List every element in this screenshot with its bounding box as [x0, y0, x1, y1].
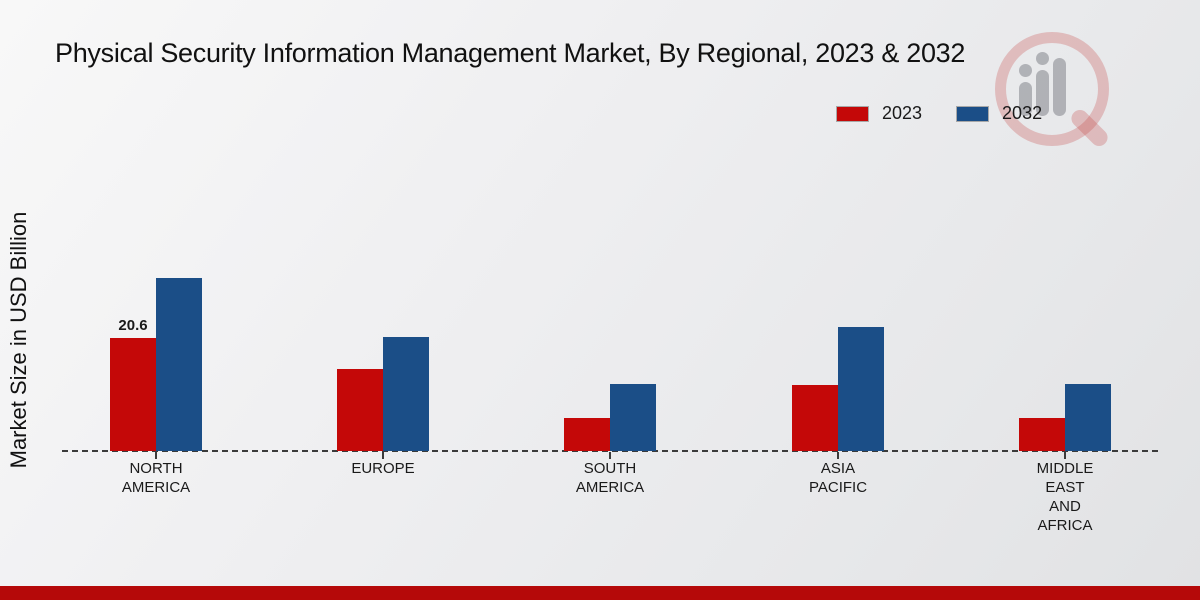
logo-bar-icon: [1036, 70, 1049, 116]
bar-2023-asia-pacific: [792, 385, 838, 451]
x-axis-baseline: [62, 450, 1158, 452]
bar-2023-north-america: [110, 338, 156, 451]
bar-2032-middle-east-and-africa: [1065, 384, 1111, 451]
y-axis-label: Market Size in USD Billion: [6, 211, 31, 469]
magnifier-ring-icon: [995, 32, 1109, 146]
logo-bar-icon: [1053, 58, 1066, 116]
legend: 2023 2032: [836, 103, 1042, 124]
logo-dot-icon: [1019, 64, 1032, 77]
bar-value-label: 20.6: [118, 317, 148, 334]
legend-swatch-2023: [836, 105, 869, 122]
bar-2023-middle-east-and-africa: [1019, 418, 1065, 451]
legend-item-2032: 2032: [956, 103, 1042, 124]
bar-2023-europe: [337, 369, 383, 451]
legend-item-2023: 2023: [836, 103, 922, 124]
axis-tick: [609, 452, 611, 459]
category-label-asia-pacific: ASIA PACIFIC: [808, 460, 868, 496]
axis-tick: [1064, 452, 1066, 459]
axis-tick: [837, 452, 839, 459]
category-label-middle-east-and-africa: MIDDLE EAST AND AFRICA: [1036, 460, 1094, 534]
chart-title: Physical Security Information Management…: [55, 38, 966, 68]
legend-swatch-2032: [956, 105, 990, 122]
category-label-europe: EUROPE: [351, 460, 415, 477]
bar-2032-europe: [383, 337, 429, 451]
bar-2023-south-america: [564, 418, 610, 451]
category-label-north-america: NORTH AMERICA: [121, 460, 191, 496]
logo-dot-icon: [1036, 52, 1049, 65]
bar-2032-north-america: [156, 278, 202, 451]
bar-2032-south-america: [610, 384, 656, 451]
category-label-south-america: SOUTH AMERICA: [575, 460, 645, 496]
legend-label: 2023: [882, 103, 923, 123]
footer-accent-bar: [0, 586, 1200, 600]
legend-label: 2032: [1002, 103, 1043, 123]
bar-2032-asia-pacific: [838, 327, 884, 451]
axis-tick: [155, 452, 157, 459]
logo-bar-icon: [1019, 82, 1032, 116]
axis-tick: [382, 452, 384, 459]
watermark-logo: [995, 26, 1125, 151]
